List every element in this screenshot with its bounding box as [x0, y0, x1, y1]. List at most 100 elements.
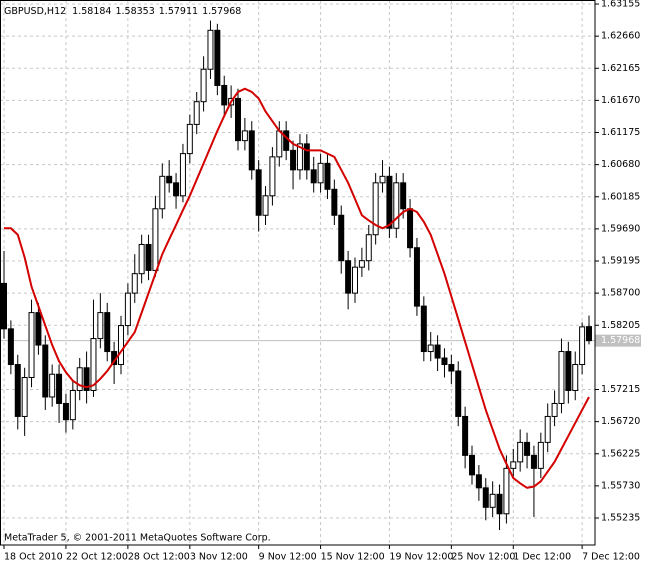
candle-body — [510, 461, 517, 469]
y-tick-label: 1.60185 — [601, 191, 640, 202]
candle-body — [173, 182, 180, 197]
x-tick-label: 25 Nov 12:00 — [451, 552, 515, 563]
candle-body — [372, 182, 379, 236]
candle-body — [69, 389, 76, 421]
candle-body — [579, 326, 586, 366]
candle-body — [28, 312, 35, 379]
ohlc-value: 1.57968 — [202, 6, 241, 17]
y-tick-label: 1.58205 — [601, 320, 640, 331]
candle-body — [379, 175, 386, 184]
y-tick-label: 1.56225 — [601, 448, 640, 459]
candle-body — [186, 123, 193, 155]
candle-body — [62, 402, 69, 421]
candle-body — [544, 415, 551, 443]
candle-body — [56, 373, 63, 404]
y-tick-label: 1.58700 — [601, 288, 640, 299]
candle-body — [393, 182, 400, 229]
candle-body — [400, 182, 407, 210]
candle-body — [345, 260, 352, 294]
x-tick-label: 7 Dec 12:00 — [582, 552, 640, 563]
candle-body — [572, 364, 579, 391]
candle-body — [551, 402, 558, 417]
ohlc-value: 1.58184 — [72, 6, 111, 17]
candle-body — [310, 169, 317, 184]
candle-body — [104, 312, 111, 353]
candle-body — [324, 162, 331, 190]
candle-body — [166, 175, 173, 184]
candle-body — [524, 441, 531, 456]
last-price-label: 1.57968 — [601, 335, 640, 346]
candle-body — [448, 364, 455, 372]
candle-body — [35, 312, 42, 346]
candle-body — [290, 149, 297, 171]
candle-body — [262, 195, 269, 216]
candle-body — [145, 243, 152, 271]
y-tick-label: 1.59690 — [601, 223, 640, 234]
candle-body — [469, 454, 475, 476]
candle-body — [152, 208, 159, 271]
candle-body — [503, 467, 510, 515]
candle-body — [283, 130, 290, 151]
candle-body — [269, 156, 276, 197]
x-tick-label: 28 Oct 12:00 — [128, 552, 190, 563]
candle-body — [193, 101, 200, 125]
candle-body — [276, 130, 283, 158]
candle-body — [441, 357, 448, 366]
x-tick-label: 15 Nov 12:00 — [321, 552, 385, 563]
candle-body — [413, 247, 420, 307]
candle-body — [386, 175, 393, 229]
candle-body — [462, 415, 469, 456]
candle-body — [248, 130, 255, 171]
candle-body — [221, 84, 228, 106]
ohlc-value: 1.57911 — [159, 6, 198, 17]
candle-body — [482, 487, 489, 508]
candle-body — [42, 344, 49, 398]
candle-body — [138, 243, 145, 275]
candle-body — [97, 312, 104, 340]
candle-body — [207, 29, 214, 70]
x-tick-label: 3 Nov 12:00 — [190, 552, 248, 563]
y-tick-label: 1.55235 — [601, 513, 640, 524]
x-tick-label: 1 Dec 12:00 — [513, 552, 571, 563]
candle-body — [365, 234, 372, 262]
y-tick-label: 1.57215 — [601, 384, 640, 395]
candle-body — [338, 214, 345, 262]
candle-body — [131, 273, 138, 294]
x-tick-label: 22 Oct 12:00 — [66, 552, 128, 563]
symbol: GBPUSD,H12 — [4, 6, 66, 17]
candle-body — [296, 143, 303, 171]
candle-body — [317, 162, 324, 184]
y-tick-label: 1.60680 — [601, 159, 640, 170]
candle-body — [331, 188, 338, 216]
x-tick-label: 19 Nov 12:00 — [389, 552, 453, 563]
candle-body — [303, 143, 310, 171]
y-tick-label: 1.56720 — [601, 416, 640, 427]
last-price-tag — [595, 334, 641, 347]
candle-body — [179, 153, 186, 197]
candle-body — [14, 364, 21, 417]
candle-body — [7, 328, 14, 366]
y-tick-label: 1.63155 — [601, 0, 640, 10]
candle-body — [241, 130, 248, 142]
candle-body — [235, 97, 241, 142]
chart-header: GBPUSD,H12 1.58184 1.58353 1.57911 1.57968 — [4, 6, 241, 17]
candle-body — [455, 370, 462, 417]
candle-body — [407, 208, 414, 249]
candle-body — [118, 325, 124, 366]
candle-body — [517, 441, 524, 463]
x-tick-label: 18 Oct 2010 — [4, 552, 63, 563]
ohlc-value: 1.58353 — [115, 6, 154, 17]
candle-body — [159, 175, 166, 210]
candle-body — [489, 493, 496, 508]
y-tick-label: 1.61670 — [601, 95, 640, 106]
candle-body — [255, 169, 262, 216]
candle-body — [21, 377, 28, 417]
candle-body — [475, 474, 482, 489]
candle-body — [496, 493, 503, 515]
y-tick-label: 1.59195 — [601, 256, 640, 267]
y-tick-label: 1.62660 — [601, 31, 640, 42]
candle-body — [434, 344, 441, 359]
candle-body — [76, 367, 83, 391]
